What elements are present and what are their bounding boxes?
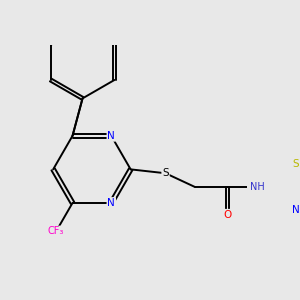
Text: N: N	[107, 131, 115, 141]
Text: O: O	[224, 210, 232, 220]
Text: NH: NH	[250, 182, 265, 192]
Text: N: N	[107, 198, 115, 208]
Text: N: N	[292, 205, 299, 215]
Text: S: S	[292, 159, 299, 169]
Text: S: S	[162, 168, 169, 178]
Text: CF₃: CF₃	[48, 226, 64, 236]
